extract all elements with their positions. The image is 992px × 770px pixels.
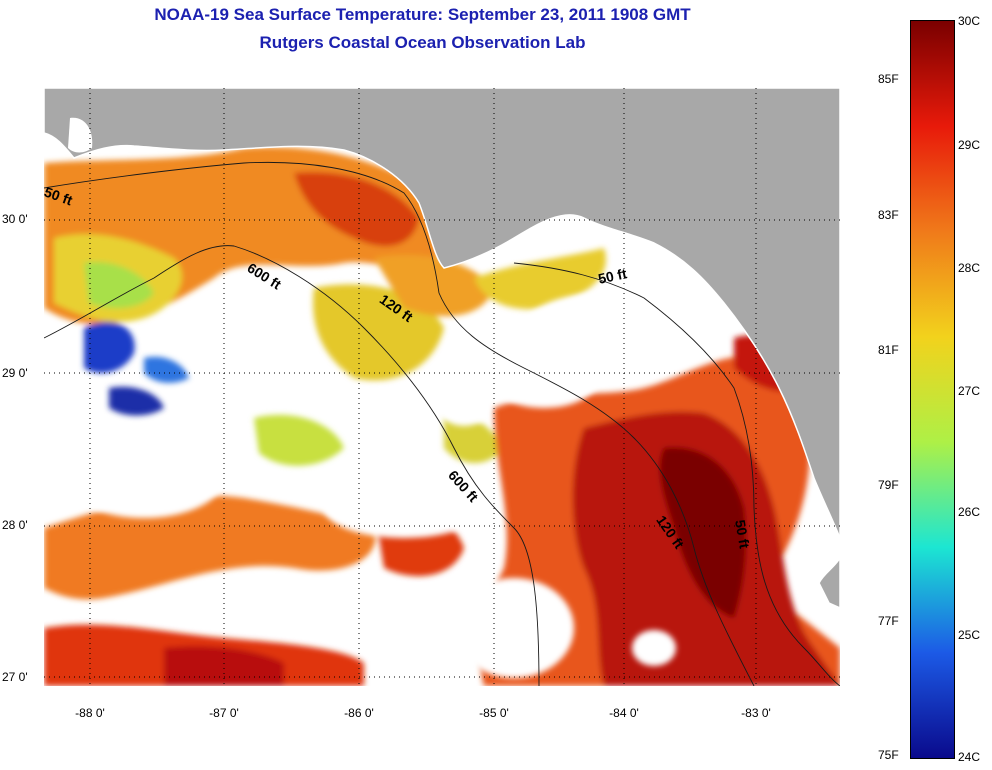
colorbar-c-label: 27C [958,384,981,398]
colorbar-c-label: 25C [958,628,981,642]
colorbar-f-label: 83F [878,208,899,222]
colorbar-f-label: 75F [878,748,899,762]
land-north [44,88,840,539]
colorbar-c-label: 26C [958,505,981,519]
colorbar-f-label: 85F [878,72,899,86]
lat-tick-label: 27 0' [2,670,28,684]
colorbar-c-label: 30C [958,14,981,28]
bay-white [68,117,93,153]
sst-patch-panhandle-red [294,172,419,247]
chart-subtitle: Rutgers Coastal Ocean Observation Lab [259,33,586,52]
sst-field [44,147,840,686]
sst-patch-central-3 [254,414,344,466]
lon-tick-label: -87 0' [209,706,239,720]
lon-tick-label: -86 0' [344,706,374,720]
lon-tick-label: -84 0' [609,706,639,720]
sst-patch-cold-1 [84,322,135,373]
cloud-blob [632,630,676,666]
bathymetry-contours [44,161,840,686]
colorbar-f-label: 77F [878,614,899,628]
lon-tick-label: -83 0' [741,706,771,720]
lon-tick-label: -88 0' [75,706,105,720]
contour-120ft [44,161,755,686]
sst-patch-central-4 [444,417,499,464]
cloud-blob [524,293,684,363]
contour-50ft-east [513,262,840,686]
cloud-blob [454,578,574,678]
cloud-blob [64,438,224,518]
cloud-blob [324,478,484,538]
contour-600ft [44,245,540,686]
cloud-blob [189,318,299,398]
colorbar-c-label: 28C [958,261,981,275]
colorbar-f-label: 79F [878,478,899,492]
lat-tick-label: 28 0' [2,518,28,532]
lon-tick-label: -85 0' [479,706,509,720]
land-florida-tail [818,556,840,609]
lat-tick-label: 29 0' [2,366,28,380]
colorbar-c-label: 29C [958,138,981,152]
chart-title: NOAA-19 Sea Surface Temperature: Septemb… [154,5,691,24]
colorbar-c-label: 24C [958,750,981,764]
sst-patch-south-dark [164,646,284,686]
sst-map [44,88,840,686]
sst-patch-nw-green [84,262,154,309]
sst-patch-cold-3 [144,356,189,383]
sst-patch-sw [44,495,376,600]
sst-patch-ne-yellow [474,248,606,310]
sst-patch-east-dark [659,447,746,618]
colorbar-f-label: 81F [878,343,899,357]
temperature-colorbar [910,20,955,759]
lat-tick-label: 30 0' [2,212,28,226]
sst-patch-cold-2 [109,386,164,416]
sst-patch-central-2 [374,254,494,317]
cloud-blob [439,390,489,426]
